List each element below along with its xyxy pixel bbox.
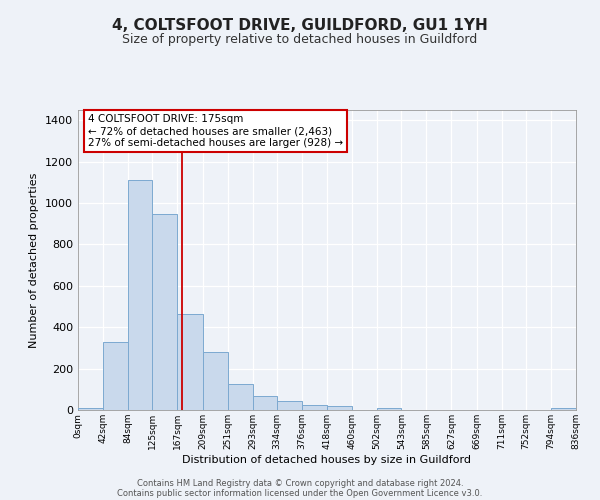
Text: Contains HM Land Registry data © Crown copyright and database right 2024.: Contains HM Land Registry data © Crown c… (137, 478, 463, 488)
Bar (327, 406, 352, 410)
Bar (227, 384, 253, 410)
Text: 4, COLTSFOOT DRIVE, GUILDFORD, GU1 1YH: 4, COLTSFOOT DRIVE, GUILDFORD, GU1 1YH (112, 18, 488, 32)
Text: 4 COLTSFOOT DRIVE: 175sqm
← 72% of detached houses are smaller (2,463)
27% of se: 4 COLTSFOOT DRIVE: 175sqm ← 72% of detac… (88, 114, 343, 148)
Text: Contains public sector information licensed under the Open Government Licence v3: Contains public sector information licen… (118, 488, 482, 498)
Bar (128, 180, 152, 410)
Bar (377, 408, 401, 410)
Bar (103, 342, 128, 410)
Bar (78, 408, 103, 410)
Bar (178, 314, 203, 410)
Bar (551, 408, 576, 410)
Bar (253, 396, 277, 410)
Bar (302, 405, 327, 410)
Bar (203, 352, 227, 410)
Y-axis label: Number of detached properties: Number of detached properties (29, 172, 40, 348)
Text: Size of property relative to detached houses in Guildford: Size of property relative to detached ho… (122, 32, 478, 46)
Bar (277, 400, 302, 410)
X-axis label: Distribution of detached houses by size in Guildford: Distribution of detached houses by size … (182, 454, 472, 464)
Bar (152, 214, 178, 410)
